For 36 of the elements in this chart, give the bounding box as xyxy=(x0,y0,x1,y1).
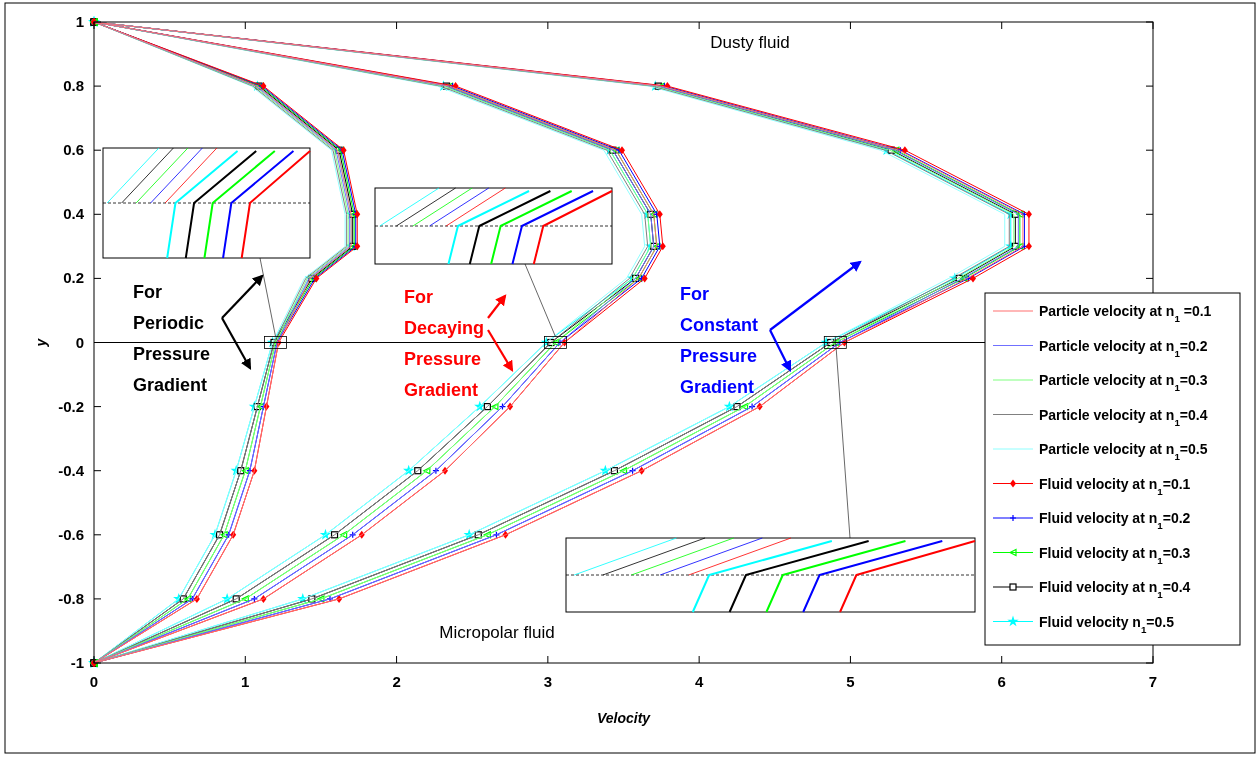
x-tick-label: 0 xyxy=(89,673,99,690)
annotation: For Decaying Pressure Gradient xyxy=(404,287,485,400)
y-tick-label: -1 xyxy=(70,654,84,671)
annotation: For Periodic Pressure Gradient xyxy=(133,282,211,395)
x-tick-label: 4 xyxy=(694,673,704,690)
y-tick-label: -0.2 xyxy=(58,397,84,415)
y-tick-label: 0.4 xyxy=(63,205,85,223)
x-tick-label: 3 xyxy=(543,673,553,690)
annotation: For Constant Pressure Gradient xyxy=(680,284,758,397)
legend-label: Particle velocity at n$_{1}$=0.3 xyxy=(1039,372,1208,393)
y-tick-label: 0.6 xyxy=(63,141,84,159)
x-tick-label: 1 xyxy=(241,673,250,690)
x-tick-label: 7 xyxy=(1148,673,1158,690)
y-tick-label: 0 xyxy=(75,333,84,351)
legend-label: Particle velocity at n$_{1}$ =0.1 xyxy=(1039,303,1212,324)
x-axis-title: Velocity xyxy=(596,710,652,726)
annotation: Micropolar fluid xyxy=(439,623,555,642)
y-tick-label: -0.6 xyxy=(58,525,84,543)
legend-label: Fluid velocity at n$_{1}$=0.1 xyxy=(1039,475,1191,496)
legend-label: Particle velocity at n$_{1}$=0.2 xyxy=(1039,337,1208,358)
legend-label: Fluid velocity n$_{1}$=0.5 xyxy=(1039,613,1175,634)
x-tick-label: 6 xyxy=(997,673,1006,690)
y-axis-title: y xyxy=(33,337,49,348)
annotation: Dusty fluid xyxy=(710,33,790,52)
legend-label: Fluid velocity at n$_{1}$=0.3 xyxy=(1039,544,1191,565)
y-tick-label: -0.8 xyxy=(58,589,84,607)
y-tick-label: 0.2 xyxy=(63,269,84,287)
x-tick-label: 5 xyxy=(846,673,855,690)
x-tick-label: 2 xyxy=(392,673,401,690)
legend-label: Fluid velocity at n$_{1}$=0.2 xyxy=(1039,510,1191,531)
legend-label: Fluid velocity at n$_{1}$=0.4 xyxy=(1039,579,1191,600)
y-tick-label: 0.8 xyxy=(63,77,84,95)
y-tick-label: 1 xyxy=(75,13,84,30)
y-tick-label: -0.4 xyxy=(58,461,85,479)
legend-label: Particle velocity at n$_{1}$=0.5 xyxy=(1039,441,1208,462)
legend-label: Particle velocity at n$_{1}$=0.4 xyxy=(1039,406,1208,427)
